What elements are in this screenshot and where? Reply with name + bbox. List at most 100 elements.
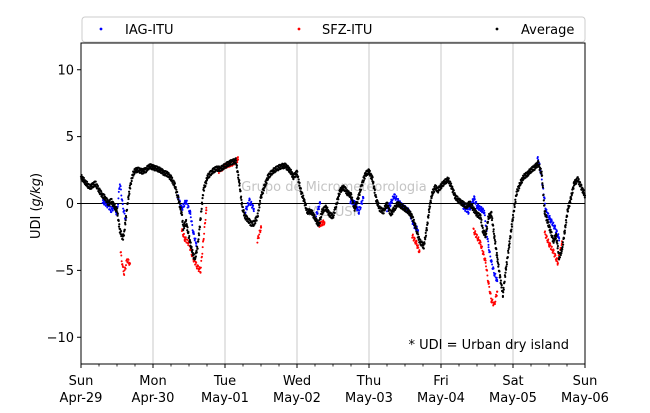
point-average-1530 [507,249,510,252]
point-sfz-itu-7 [122,266,125,269]
point-average-1659 [542,199,545,202]
point-average-1792 [577,183,581,186]
point-iag-itu-104 [189,211,192,214]
point-average-570 [241,205,244,209]
point-iag-itu-109 [191,223,194,226]
point-iag-itu-61 [123,212,126,215]
point-average-1432 [481,224,484,227]
point-iag-itu-47 [118,187,121,190]
point-average-408 [195,251,198,254]
point-average-1531 [507,251,510,254]
point-sfz-itu-256 [486,274,489,277]
point-iag-itu-430 [545,208,548,211]
point-average-379 [187,230,190,234]
point-average-1520 [504,271,507,274]
point-average-1541 [510,230,513,233]
point-iag-itu-141 [250,200,253,203]
point-sfz-itu-209 [416,244,419,247]
point-average-1518 [503,274,507,277]
point-average-1479 [493,234,496,238]
point-iag-itu-450 [552,221,555,224]
point-average-1003 [363,177,366,180]
point-iag-itu-336 [474,202,477,205]
point-average-390 [190,245,193,249]
point-average-1487 [495,251,498,255]
point-average-1748 [566,215,569,218]
point-average-558 [238,184,241,187]
point-iag-itu-155 [316,212,319,215]
point-iag-itu-149 [252,207,255,210]
point-sfz-itu-223 [475,235,478,238]
point-average-636 [260,196,263,199]
point-average-1562 [515,193,518,196]
point-average-1730 [561,248,564,251]
point-average-174 [130,182,133,186]
point-average-1204 [419,238,422,241]
point-average-347 [178,200,181,204]
point-iag-itu-137 [248,198,251,201]
point-average-132 [117,225,121,228]
point-average-1547 [511,219,514,222]
point-iag-itu-108 [190,220,193,223]
point-average-331 [173,182,176,185]
x-tick-date-4: May-03 [345,391,393,406]
point-average-152 [123,228,126,231]
point-average-1706 [555,232,558,236]
point-sfz-itu-187 [322,219,325,222]
point-average-1740 [563,231,566,234]
point-average-1388 [468,200,472,203]
point-average-1086 [386,201,389,205]
point-average-1080 [384,207,388,210]
point-average-573 [242,209,245,212]
point-average-1470 [491,217,494,220]
point-average-387 [189,241,192,244]
point-average-815 [311,209,314,212]
point-average-769 [298,184,301,187]
point-average-554 [237,173,240,177]
point-average-565 [240,198,243,201]
point-average-1319 [449,182,453,185]
point-average-139 [119,229,123,233]
point-iag-itu-186 [356,206,359,209]
point-average-1449 [485,225,488,228]
point-average-1689 [550,231,553,234]
point-sfz-itu-267 [490,297,493,300]
point-iag-itu-338 [475,201,478,204]
point-sfz-itu-68 [194,263,197,266]
point-average-1552 [513,209,516,213]
point-average-1772 [572,187,575,190]
point-iag-itu-353 [480,206,483,209]
point-average-1519 [504,275,507,279]
point-average-1450 [485,227,489,230]
point-average-419 [198,226,202,229]
point-sfz-itu-262 [488,285,491,288]
point-iag-itu-85 [183,204,186,207]
point-sfz-itu-204 [415,242,418,245]
x-tick-weekday-1: Mon [139,374,166,389]
point-average-351 [179,208,182,211]
point-sfz-itu-255 [486,269,489,272]
point-average-1542 [510,228,513,231]
point-sfz-itu-216 [472,228,475,231]
point-average-1191 [415,227,418,230]
point-average-1022 [368,169,371,173]
point-average-1445 [484,236,487,239]
point-average-128 [116,212,119,215]
point-average-756 [294,175,297,178]
x-tick-weekday-5: Fri [433,374,449,389]
point-average-1742 [564,226,567,229]
point-average-1514 [502,288,505,291]
point-average-1053 [377,201,380,205]
point-iag-itu-50 [119,185,122,188]
point-average-1732 [561,241,564,244]
point-average-52 [94,185,98,188]
point-iag-itu-122 [195,242,198,245]
point-average-548 [235,166,238,169]
point-sfz-itu-86 [200,259,203,262]
point-average-1229 [425,229,428,232]
x-axis-ticks: Sun Apr-29 Mon Apr-30 Tue May-01 Wed May-02 Thu M… [60,364,609,406]
point-average-167 [127,190,131,193]
point-average-171 [129,187,132,190]
y-axis-label-group: UDI (g/kg) [29,173,44,239]
point-average-1512 [502,291,505,294]
